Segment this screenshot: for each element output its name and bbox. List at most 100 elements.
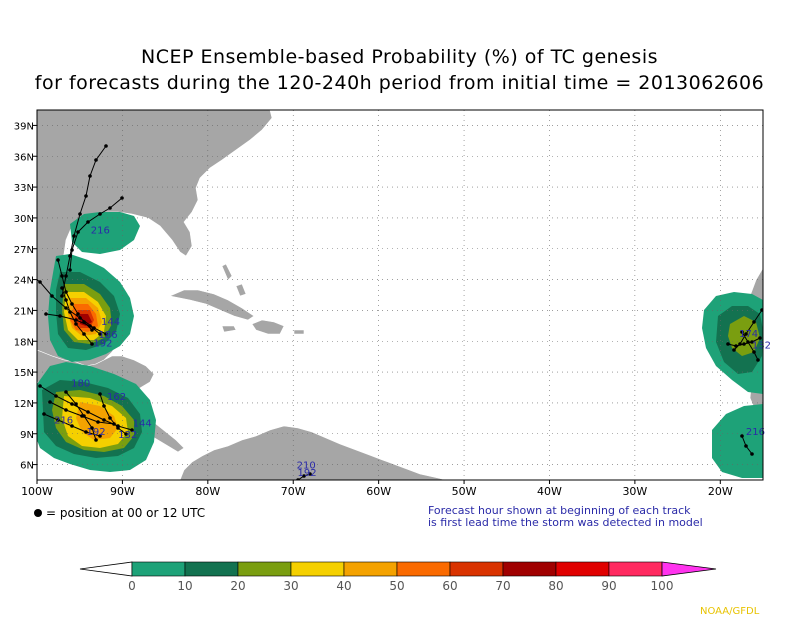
track-dot: [738, 342, 742, 346]
legend-arrow-high: [661, 561, 717, 577]
track-dot: [70, 402, 74, 406]
track-dot: [112, 422, 116, 426]
track-hour-label: 144: [133, 419, 152, 430]
track-dot: [64, 408, 68, 412]
track-dot: [726, 342, 730, 346]
track-dot: [54, 394, 58, 398]
land-north-america: [37, 110, 273, 367]
track-dot: [752, 350, 756, 354]
legend-label: 70: [495, 579, 510, 593]
track-dot: [38, 384, 42, 388]
track-dot: [116, 426, 120, 430]
track-hour-label: 192: [87, 427, 106, 438]
track-dot: [86, 410, 90, 414]
latitude-axis: 6N 9N 12N 15N 18N 21N 24N 27N 30N 33N 36N 39N: [14, 121, 37, 472]
track-dot: [120, 196, 124, 200]
track-hour-label: 186: [98, 330, 117, 341]
track-dot: [90, 342, 94, 346]
track-dot: [60, 294, 64, 298]
lon-tick-label: 40W: [537, 485, 562, 498]
track-hour-label: 180: [71, 378, 90, 389]
land-cuba: [168, 289, 255, 321]
track-dot: [78, 316, 82, 320]
track-dot: [734, 344, 738, 348]
forecast-note-line1: Forecast hour shown at beginning of each…: [428, 504, 691, 517]
track-dot: [74, 322, 78, 326]
position-legend-dot: [34, 509, 42, 517]
legend-label: 50: [389, 579, 404, 593]
lat-tick-label: 36N: [14, 152, 34, 163]
legend-label: 10: [177, 579, 192, 593]
track-dot: [70, 424, 74, 428]
track-dot: [308, 472, 312, 476]
track-dot: [78, 212, 82, 216]
track-dot: [752, 320, 756, 324]
lon-tick-label: 60W: [366, 485, 391, 498]
lon-tick-label: 70W: [281, 485, 306, 498]
track-dot: [102, 404, 106, 408]
track-dot: [108, 206, 112, 210]
position-note-text: = position at 00 or 12 UTC: [46, 506, 206, 520]
lat-tick-label: 33N: [14, 183, 34, 194]
lat-tick-label: 30N: [14, 214, 34, 225]
probability-legend: 0 10 20 30 40 50 60 70 80 90 100: [79, 561, 717, 593]
legend-swatch: [131, 561, 186, 577]
longitude-axis: 100W 90W 80W 70W 60W 50W 40W 30W 20W: [21, 480, 733, 498]
track-dot: [84, 430, 88, 434]
track-dot: [22, 268, 26, 272]
track-dot: [42, 412, 46, 416]
land-hispaniola: [251, 319, 285, 335]
track-cv-3: [741, 331, 759, 361]
track-dot: [64, 390, 68, 394]
legend-swatch: [396, 561, 451, 577]
track-dot: [56, 418, 60, 422]
track-dot: [64, 298, 68, 302]
lat-tick-label: 27N: [14, 245, 34, 256]
legend-swatch: [449, 561, 504, 577]
lat-tick-label: 15N: [14, 368, 34, 379]
legend-swatch: [343, 561, 398, 577]
probability-pacific: [37, 362, 156, 472]
track-dot: [84, 194, 88, 198]
lat-tick-label: 9N: [20, 430, 34, 441]
lat-tick-label: 21N: [14, 306, 34, 317]
track-dot: [760, 308, 763, 312]
track-dot: [740, 330, 744, 334]
legend-swatch: [290, 561, 345, 577]
track-dot: [58, 314, 62, 318]
track-dot: [94, 158, 98, 162]
track-dot: [108, 416, 112, 420]
lon-tick-label: 30W: [622, 485, 647, 498]
track-dot: [744, 332, 748, 336]
track-dot: [98, 392, 102, 396]
track-dot: [102, 418, 106, 422]
legend-swatch: [237, 561, 292, 577]
track-hour-label: 132: [752, 340, 771, 351]
position-note: = position at 00 or 12 UTC: [36, 506, 205, 520]
legend-label: 60: [442, 579, 457, 593]
track-dot: [48, 400, 52, 404]
track-dot: [68, 310, 72, 314]
track-dot: [74, 318, 78, 322]
track-dot: [104, 144, 108, 148]
map-frame: [36, 109, 764, 481]
legend-label: 40: [336, 579, 351, 593]
lat-tick-label: 12N: [14, 399, 34, 410]
track-dot: [92, 326, 96, 330]
lat-tick-label: 39N: [14, 121, 34, 132]
track-dot: [76, 230, 80, 234]
track-dot: [98, 434, 102, 438]
track-hour-label: 144: [101, 317, 120, 328]
track-dot: [74, 402, 78, 406]
track-hour-label: 174: [739, 329, 758, 340]
track-mex-3: [61, 287, 93, 345]
lat-tick-label: 18N: [14, 337, 34, 348]
lon-tick-label: 80W: [195, 485, 220, 498]
lon-tick-label: 90W: [110, 485, 135, 498]
land-south-america: [179, 425, 447, 480]
track-hour-label: 216: [746, 427, 765, 438]
track-dot: [98, 332, 102, 336]
map-title-line1: NCEP Ensemble-based Probability (%) of T…: [140, 46, 658, 68]
forecast-note-line2: is first lead time the storm was detecte…: [428, 516, 703, 529]
